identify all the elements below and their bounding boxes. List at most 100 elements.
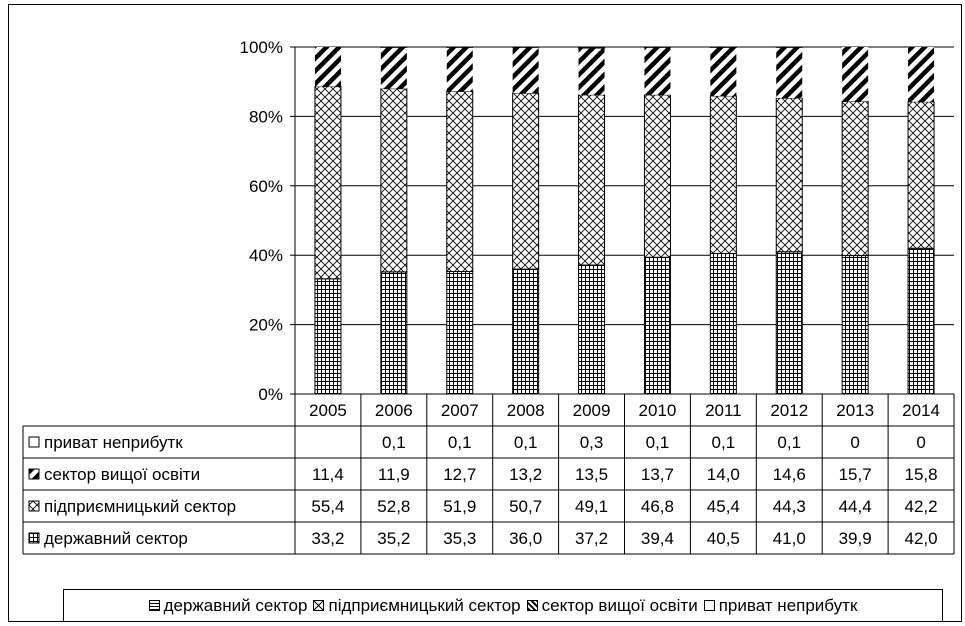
bar-segment	[907, 247, 935, 395]
bar-segment	[446, 271, 474, 395]
data-label: 42,0	[905, 529, 938, 548]
data-label: 13,2	[509, 465, 542, 484]
legend-swatch	[148, 600, 160, 611]
legend-item: приват неприбутк	[703, 595, 858, 616]
data-label: 45,4	[707, 497, 740, 516]
data-label: 49,1	[575, 497, 608, 516]
bar-segment	[314, 278, 342, 395]
table-row-label: державний сектор	[44, 529, 188, 548]
legend-item: сектор вищої освіти	[526, 595, 698, 616]
bar-segment	[314, 86, 342, 280]
x-tick-label: 2008	[507, 401, 545, 420]
x-tick-label: 2014	[902, 401, 940, 420]
data-label: 52,8	[377, 497, 410, 516]
data-label: 0,1	[712, 433, 736, 452]
data-label: 0,1	[448, 433, 472, 452]
data-table: 2005 2006 2007 2008 2009 2010 2011 2012 2013 2014…	[22, 393, 955, 555]
data-label: 0,3	[580, 433, 604, 452]
data-label: 0,1	[382, 433, 406, 452]
data-label: 12,7	[443, 465, 476, 484]
bar-segment	[908, 47, 935, 102]
chart-svg: 0%20%40%60%80%100% 2005 2006 2007 2008 2009 2…	[22, 38, 955, 555]
bar-segment	[380, 271, 408, 395]
data-label: 33,2	[311, 529, 344, 548]
bar-segment	[446, 47, 473, 92]
table-row-swatch	[28, 532, 40, 544]
table-row-label: сектор вищої освіти	[44, 465, 200, 484]
y-tick-label: 0%	[258, 385, 283, 404]
bar-segment	[578, 46, 606, 49]
data-label: 50,7	[509, 497, 542, 516]
data-label: 55,4	[311, 497, 344, 516]
bar-segment	[710, 47, 737, 96]
legend-swatch	[526, 600, 538, 611]
legend-label: сектор вищої освіти	[541, 595, 698, 615]
x-tick-label: 2010	[639, 401, 677, 420]
legend-item: державний сектор	[148, 595, 308, 616]
y-axis-ticks: 0% 20% 40% 60% 80% 100%	[240, 38, 283, 404]
bar-segment	[578, 94, 606, 266]
x-tick-label: 2013	[836, 401, 874, 420]
bar-segment	[314, 47, 341, 87]
x-tick-label: 2006	[375, 401, 413, 420]
data-label: 35,3	[443, 529, 476, 548]
data-label: 36,0	[509, 529, 542, 548]
data-label: 0,1	[646, 433, 670, 452]
legend-swatch	[703, 600, 715, 611]
bar-segment	[512, 268, 540, 395]
x-tick-label: 2009	[573, 401, 611, 420]
data-label: 41,0	[773, 529, 806, 548]
data-label: 15,8	[905, 465, 938, 484]
data-label: 14,0	[707, 465, 740, 484]
table-row-swatch	[28, 468, 40, 480]
legend-item: підприємницький сектор	[313, 595, 521, 616]
bar-segment	[512, 47, 539, 94]
bar-segment	[841, 255, 869, 395]
bar-segment	[643, 256, 671, 395]
bar-segment	[775, 251, 803, 395]
legend: державний сектор підприємницький сектор се…	[63, 589, 943, 622]
bar-segment	[709, 95, 737, 254]
data-label: 15,7	[839, 465, 872, 484]
bar-segment	[841, 100, 869, 257]
legend-label: підприємницький сектор	[328, 595, 521, 615]
bar-segment	[578, 48, 605, 95]
data-label: 35,2	[377, 529, 410, 548]
bar-segment	[446, 90, 474, 273]
bar-segment	[380, 47, 407, 89]
y-tick-label: 20%	[249, 316, 283, 335]
legend-swatch	[313, 600, 325, 611]
bar-segment	[842, 47, 869, 102]
data-label: 37,2	[575, 529, 608, 548]
legend-label: приват неприбутк	[718, 595, 858, 615]
data-label: 0	[916, 433, 925, 452]
bars	[314, 46, 935, 395]
data-label: 44,4	[839, 497, 872, 516]
y-tick-label: 80%	[249, 107, 283, 126]
y-tick-label: 100%	[240, 38, 283, 57]
x-tick-label: 2011	[705, 401, 742, 420]
table-row-swatch	[28, 436, 40, 448]
data-label: 42,2	[905, 497, 938, 516]
table-row-label: підприємницький сектор	[44, 497, 236, 516]
y-tick-label: 40%	[249, 246, 283, 265]
data-label: 13,5	[575, 465, 608, 484]
legend-label: державний сектор	[163, 595, 308, 615]
bar-segment	[578, 264, 606, 395]
data-label: 13,7	[641, 465, 674, 484]
bar-segment	[907, 101, 935, 249]
data-label: 40,5	[707, 529, 740, 548]
data-label: 44,3	[773, 497, 806, 516]
table-row-swatch	[28, 500, 40, 512]
bar-segment	[776, 47, 803, 99]
data-label: 14,6	[773, 465, 806, 484]
y-tick-label: 60%	[249, 177, 283, 196]
table-row-label: приват неприбутк	[44, 433, 183, 452]
bar-segment	[709, 252, 737, 395]
data-label: 11,4	[312, 465, 344, 484]
data-label: 0,1	[514, 433, 538, 452]
data-label: 39,9	[839, 529, 872, 548]
data-label: 0,1	[777, 433, 801, 452]
bar-segment	[512, 92, 540, 270]
data-label: 39,4	[641, 529, 674, 548]
